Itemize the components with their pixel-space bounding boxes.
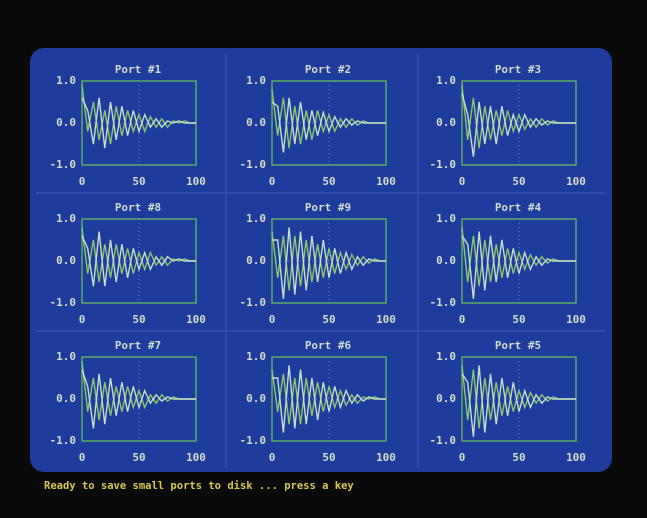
y-tick-label: 1.0	[436, 212, 456, 225]
y-tick-label: -1.0	[240, 296, 267, 309]
y-tick-label: 1.0	[246, 350, 266, 363]
y-tick-label: -1.0	[430, 158, 457, 171]
data-line	[272, 227, 386, 299]
x-tick-label: 50	[322, 313, 335, 326]
y-tick-label: -1.0	[50, 434, 77, 447]
chart-title: Port #4	[495, 201, 542, 214]
chart-title: Port #3	[495, 63, 541, 76]
status-text: Ready to save small ports to disk ... pr…	[44, 480, 354, 492]
y-tick-label: -1.0	[430, 434, 457, 447]
x-tick-label: 0	[79, 313, 86, 326]
y-tick-label: 1.0	[246, 212, 266, 225]
x-tick-label: 100	[376, 313, 396, 326]
y-tick-label: -1.0	[240, 158, 267, 171]
x-tick-label: 50	[132, 313, 145, 326]
y-tick-label: 0.0	[246, 392, 266, 405]
x-tick-label: 50	[512, 313, 525, 326]
y-tick-label: 0.0	[56, 254, 76, 267]
x-tick-label: 0	[459, 451, 466, 464]
x-tick-label: 50	[512, 175, 525, 188]
y-tick-label: 0.0	[436, 116, 456, 129]
y-tick-label: -1.0	[50, 158, 77, 171]
data-line	[272, 365, 386, 433]
x-tick-label: 0	[459, 175, 466, 188]
chart-title: Port #6	[305, 339, 352, 352]
y-tick-label: 0.0	[246, 254, 266, 267]
chart-title: Port #5	[495, 339, 541, 352]
data-line	[461, 93, 576, 157]
data-line	[461, 365, 576, 437]
y-tick-label: 1.0	[246, 74, 266, 87]
x-tick-label: 50	[132, 175, 145, 188]
x-tick-label: 0	[459, 313, 466, 326]
y-tick-label: 1.0	[56, 74, 76, 87]
x-tick-label: 0	[269, 451, 276, 464]
x-tick-label: 100	[376, 451, 396, 464]
y-tick-label: -1.0	[50, 296, 77, 309]
x-tick-label: 100	[566, 451, 586, 464]
x-tick-label: 50	[132, 451, 145, 464]
x-tick-label: 0	[79, 175, 86, 188]
chart-title: Port #1	[115, 63, 162, 76]
y-tick-label: 0.0	[436, 392, 456, 405]
data-line	[271, 97, 386, 153]
x-tick-label: 0	[79, 451, 86, 464]
x-tick-label: 50	[512, 451, 525, 464]
x-tick-label: 100	[186, 175, 206, 188]
y-tick-label: -1.0	[430, 296, 457, 309]
x-tick-label: 100	[186, 451, 206, 464]
data-line	[461, 231, 576, 299]
y-tick-label: 0.0	[436, 254, 456, 267]
x-tick-label: 100	[566, 175, 586, 188]
chart-title: Port #9	[305, 201, 351, 214]
x-tick-label: 0	[269, 313, 276, 326]
x-tick-label: 50	[322, 451, 335, 464]
chart-title: Port #8	[115, 201, 161, 214]
y-tick-label: -1.0	[240, 434, 267, 447]
y-tick-label: 1.0	[436, 74, 456, 87]
x-tick-label: 100	[566, 313, 586, 326]
chart-title: Port #7	[115, 339, 161, 352]
x-tick-label: 50	[322, 175, 335, 188]
y-tick-label: 1.0	[56, 350, 76, 363]
x-tick-label: 100	[376, 175, 396, 188]
chart-title: Port #2	[305, 63, 351, 76]
y-tick-label: 1.0	[436, 350, 456, 363]
x-tick-label: 100	[186, 313, 206, 326]
y-tick-label: 1.0	[56, 212, 76, 225]
data-line	[81, 231, 196, 287]
data-line	[81, 97, 196, 149]
x-tick-label: 0	[269, 175, 276, 188]
y-tick-label: 0.0	[56, 116, 76, 129]
y-tick-label: 0.0	[246, 116, 266, 129]
data-line	[81, 369, 196, 429]
y-tick-label: 0.0	[56, 392, 76, 405]
